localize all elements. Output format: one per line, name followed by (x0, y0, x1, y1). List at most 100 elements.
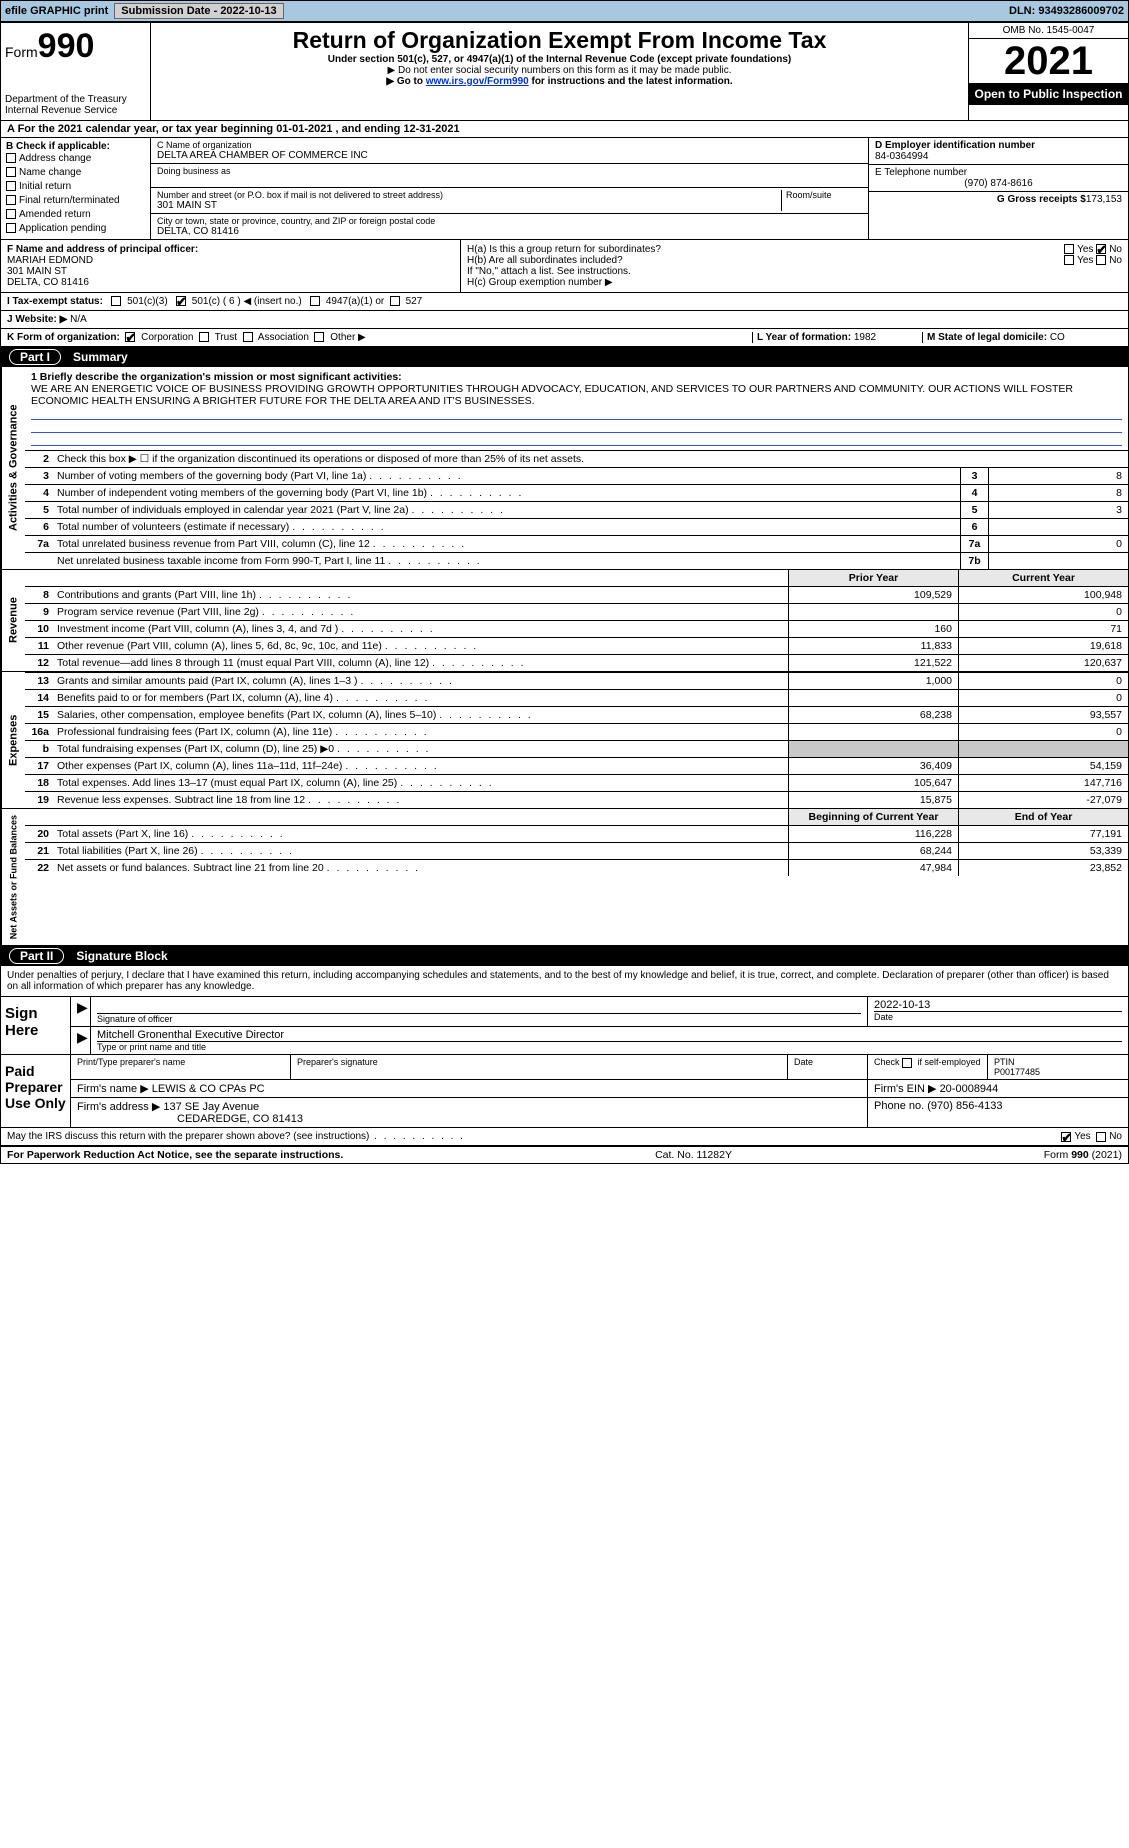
checkbox-icon[interactable] (390, 296, 400, 306)
arrow-icon: ▶ (71, 997, 91, 1026)
gross-value: 173,153 (1086, 194, 1122, 205)
checkbox-checked-icon[interactable] (1061, 1132, 1071, 1142)
org-name-value: DELTA AREA CHAMBER OF COMMERCE INC (157, 150, 862, 161)
paid-preparer-label: Paid Preparer Use Only (1, 1055, 71, 1127)
line-num: 13 (25, 673, 53, 689)
footer-right: Form 990 (2021) (1044, 1149, 1122, 1161)
expenses-vtab: Expenses (1, 672, 25, 808)
checkbox-icon[interactable] (314, 332, 324, 342)
ha-label: H(a) Is this a group return for subordin… (467, 244, 661, 255)
netassets-vtab: Net Assets or Fund Balances (1, 809, 25, 945)
checkbox-checked-icon[interactable] (1096, 244, 1106, 254)
line-box: 4 (960, 485, 988, 501)
section-c: C Name of organization DELTA AREA CHAMBE… (151, 138, 868, 239)
table-row: 3Number of voting members of the governi… (25, 467, 1128, 484)
check-address-change[interactable]: Address change (6, 152, 145, 166)
table-row: 22Net assets or fund balances. Subtract … (25, 859, 1128, 876)
period-text: A For the 2021 calendar year, or tax yea… (7, 123, 460, 135)
phone-lead: E Telephone number (875, 167, 1122, 178)
prep-selfemp: Check if self-employed (868, 1055, 988, 1079)
line-text: Total unrelated business revenue from Pa… (53, 536, 960, 552)
current-val: 0 (958, 724, 1128, 740)
ein-cell: D Employer identification number 84-0364… (869, 138, 1128, 165)
omb-number: OMB No. 1545-0047 (969, 23, 1128, 39)
line-num: 20 (25, 826, 53, 842)
signature-cell: Signature of officer (91, 997, 868, 1026)
checkbox-icon[interactable] (243, 332, 253, 342)
check-initial-return[interactable]: Initial return (6, 180, 145, 194)
checkbox-icon[interactable] (902, 1058, 912, 1068)
paid-preparer-row: Paid Preparer Use Only Print/Type prepar… (1, 1055, 1128, 1128)
section-f: F Name and address of principal officer:… (1, 240, 461, 292)
part1-pill: Part I (9, 349, 61, 365)
discuss-q: May the IRS discuss this return with the… (7, 1131, 465, 1142)
checkbox-icon[interactable] (1064, 255, 1074, 265)
checkbox-icon[interactable] (1096, 1132, 1106, 1142)
section-i: I Tax-exempt status: 501(c)(3) 501(c) ( … (1, 293, 1128, 311)
j-lead: J Website: ▶ (7, 314, 67, 325)
table-row: 20Total assets (Part X, line 16) 116,228… (25, 825, 1128, 842)
prior-val: 36,409 (788, 758, 958, 774)
line-val: 3 (988, 502, 1128, 518)
form-header-right: OMB No. 1545-0047 2021 Open to Public In… (968, 23, 1128, 120)
opt-pending: Application pending (19, 223, 106, 234)
check-app-pending[interactable]: Application pending (6, 222, 145, 236)
tax-year: 2021 (969, 39, 1128, 83)
prior-val: 121,522 (788, 655, 958, 671)
note2-post: for instructions and the latest informat… (529, 76, 733, 87)
footer-right-bold: 990 (1071, 1149, 1089, 1161)
f-city: DELTA, CO 81416 (7, 277, 454, 288)
line-box: 6 (960, 519, 988, 535)
checkbox-icon[interactable] (1096, 255, 1106, 265)
line-num: 18 (25, 775, 53, 791)
prior-val: 1,000 (788, 673, 958, 689)
check-name-change[interactable]: Name change (6, 166, 145, 180)
current-val: 100,948 (958, 587, 1128, 603)
section-klm: K Form of organization: Corporation Trus… (1, 329, 1128, 347)
discuss-text: May the IRS discuss this return with the… (7, 1131, 369, 1142)
checkbox-icon[interactable] (111, 296, 121, 306)
prior-val: 47,984 (788, 860, 958, 876)
f-lead: F Name and address of principal officer: (7, 244, 454, 255)
street-cell: Number and street (or P.O. box if mail i… (151, 188, 868, 214)
line-num: 2 (25, 451, 53, 467)
current-val: 0 (958, 604, 1128, 620)
checkbox-icon[interactable] (310, 296, 320, 306)
opt-address: Address change (19, 153, 91, 164)
checkbox-icon[interactable] (199, 332, 209, 342)
irs-label: Internal Revenue Service (5, 105, 146, 116)
line-text: Net assets or fund balances. Subtract li… (53, 860, 788, 876)
line-text: Grants and similar amounts paid (Part IX… (53, 673, 788, 689)
prior-val (788, 690, 958, 706)
prior-val (788, 724, 958, 740)
current-val: 77,191 (958, 826, 1128, 842)
line-box: 3 (960, 468, 988, 484)
gross-lead: G Gross receipts $ (997, 194, 1086, 205)
revenue-block: Revenue Prior Year Current Year 8Contrib… (1, 570, 1128, 672)
line-val: 8 (988, 468, 1128, 484)
opt-amended: Amended return (19, 209, 91, 220)
line-text: Total number of volunteers (estimate if … (53, 519, 960, 535)
checkbox-icon (6, 153, 16, 163)
line-text: Total fundraising expenses (Part IX, col… (53, 741, 788, 757)
checkbox-icon[interactable] (1064, 244, 1074, 254)
checkbox-checked-icon[interactable] (125, 332, 135, 342)
check-final-return[interactable]: Final return/terminated (6, 194, 145, 208)
line-text: Total assets (Part X, line 16) (53, 826, 788, 842)
k-lead: K Form of organization: (7, 332, 120, 343)
submission-date-button[interactable]: Submission Date - 2022-10-13 (114, 3, 283, 19)
check-amended[interactable]: Amended return (6, 208, 145, 222)
irs-link[interactable]: www.irs.gov/Form990 (426, 76, 529, 87)
i-opt3: 4947(a)(1) or (326, 296, 384, 307)
prior-val (788, 741, 958, 757)
table-row: 13Grants and similar amounts paid (Part … (25, 672, 1128, 689)
discuss-dots (369, 1131, 465, 1142)
phone-cell: E Telephone number (970) 874-8616 (869, 165, 1128, 192)
table-row: 19Revenue less expenses. Subtract line 1… (25, 791, 1128, 808)
j-val: N/A (67, 314, 86, 325)
dln-label: DLN: 93493286009702 (1009, 5, 1124, 17)
checkbox-icon (6, 209, 16, 219)
line-text: Salaries, other compensation, employee b… (53, 707, 788, 723)
checkbox-checked-icon[interactable] (176, 296, 186, 306)
table-row: 14Benefits paid to or for members (Part … (25, 689, 1128, 706)
